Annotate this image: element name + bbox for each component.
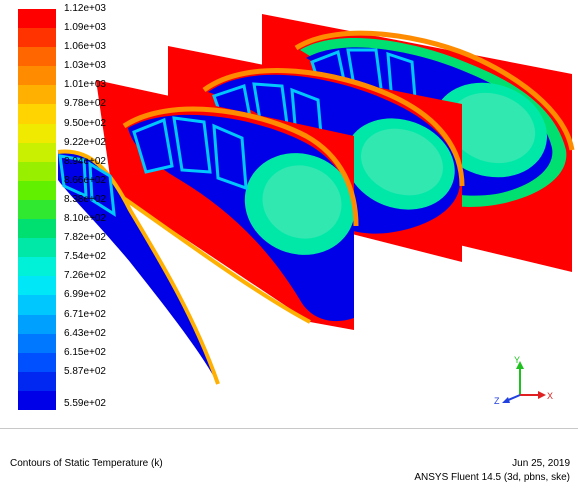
legend-tick-label: 8.38e+02 bbox=[64, 193, 106, 205]
legend-tick-label: 1.01e+03 bbox=[64, 79, 106, 91]
z-arrow-head bbox=[502, 397, 510, 403]
legend-tick-label: 8.94e+02 bbox=[64, 155, 106, 167]
plot-caption: Contours of Static Temperature (k) bbox=[10, 458, 163, 469]
legend-swatch bbox=[18, 85, 56, 105]
legend-tick-label: 8.66e+02 bbox=[64, 174, 106, 186]
legend-swatch bbox=[18, 257, 56, 277]
legend-swatch bbox=[18, 66, 56, 86]
contour-scene bbox=[57, 14, 575, 385]
legend-swatch bbox=[18, 28, 56, 48]
legend-tick-label: 7.26e+02 bbox=[64, 270, 106, 282]
y-axis-label: Y bbox=[514, 355, 520, 365]
plot-date: Jun 25, 2019 bbox=[512, 458, 570, 469]
legend-swatch bbox=[18, 333, 56, 354]
legend-swatch bbox=[18, 161, 56, 182]
legend-tick-label: 9.78e+02 bbox=[64, 98, 106, 110]
legend-tick-label: 1.06e+03 bbox=[64, 41, 106, 53]
legend-tick-label: 6.99e+02 bbox=[64, 289, 106, 301]
contour-plane-1 bbox=[96, 80, 359, 330]
legend-tick-label: 9.22e+02 bbox=[64, 136, 106, 148]
z-axis-label: Z bbox=[494, 396, 500, 405]
legend-tick-label: 6.71e+02 bbox=[64, 308, 106, 320]
legend-tick-label: 6.15e+02 bbox=[64, 346, 106, 358]
legend-tick-label: 6.43e+02 bbox=[64, 327, 106, 339]
legend-swatch bbox=[18, 180, 56, 201]
legend-swatch bbox=[18, 219, 56, 239]
plot-footer: Contours of Static Temperature (k) Jun 2… bbox=[0, 428, 578, 492]
legend-tick-label: 1.03e+03 bbox=[64, 60, 106, 72]
legend-tick-label: 7.82e+02 bbox=[64, 232, 106, 244]
legend-swatch bbox=[18, 314, 56, 335]
legend-swatch bbox=[18, 295, 56, 316]
axes-triad: Y X Z bbox=[494, 355, 553, 405]
legend-tick-label: 1.12e+03 bbox=[64, 3, 106, 14]
solver-info: ANSYS Fluent 14.5 (3d, pbns, ske) bbox=[414, 472, 570, 483]
legend-swatch bbox=[18, 9, 56, 29]
legend-tick-label: 1.09e+03 bbox=[64, 22, 106, 34]
legend-swatch bbox=[18, 276, 56, 296]
legend-swatch bbox=[18, 199, 56, 220]
legend-tick-label: 5.59e+02 bbox=[64, 398, 106, 409]
legend-tick-label: 9.50e+02 bbox=[64, 117, 106, 129]
legend-tick-label: 7.54e+02 bbox=[64, 251, 106, 263]
legend-swatch bbox=[18, 238, 56, 258]
legend-swatch bbox=[18, 47, 56, 67]
legend-swatch bbox=[18, 371, 56, 392]
legend-tick-label: 8.10e+02 bbox=[64, 213, 106, 225]
color-legend-bar bbox=[18, 9, 56, 411]
y-arrow-head bbox=[516, 361, 524, 369]
graphics-viewport[interactable]: 1.12e+03 1.09e+03 1.06e+03 1.03e+03 1.01e+03… bbox=[0, 0, 578, 428]
contour-blade-fragment bbox=[57, 149, 220, 385]
legend-swatch bbox=[18, 104, 56, 125]
legend-swatch bbox=[18, 352, 56, 373]
legend-swatch bbox=[18, 142, 56, 163]
legend-swatch bbox=[18, 123, 56, 144]
x-arrow-head bbox=[538, 391, 546, 399]
legend-swatch bbox=[18, 390, 56, 411]
legend-tick-label: 5.87e+02 bbox=[64, 365, 106, 377]
x-axis-label: X bbox=[547, 391, 553, 401]
